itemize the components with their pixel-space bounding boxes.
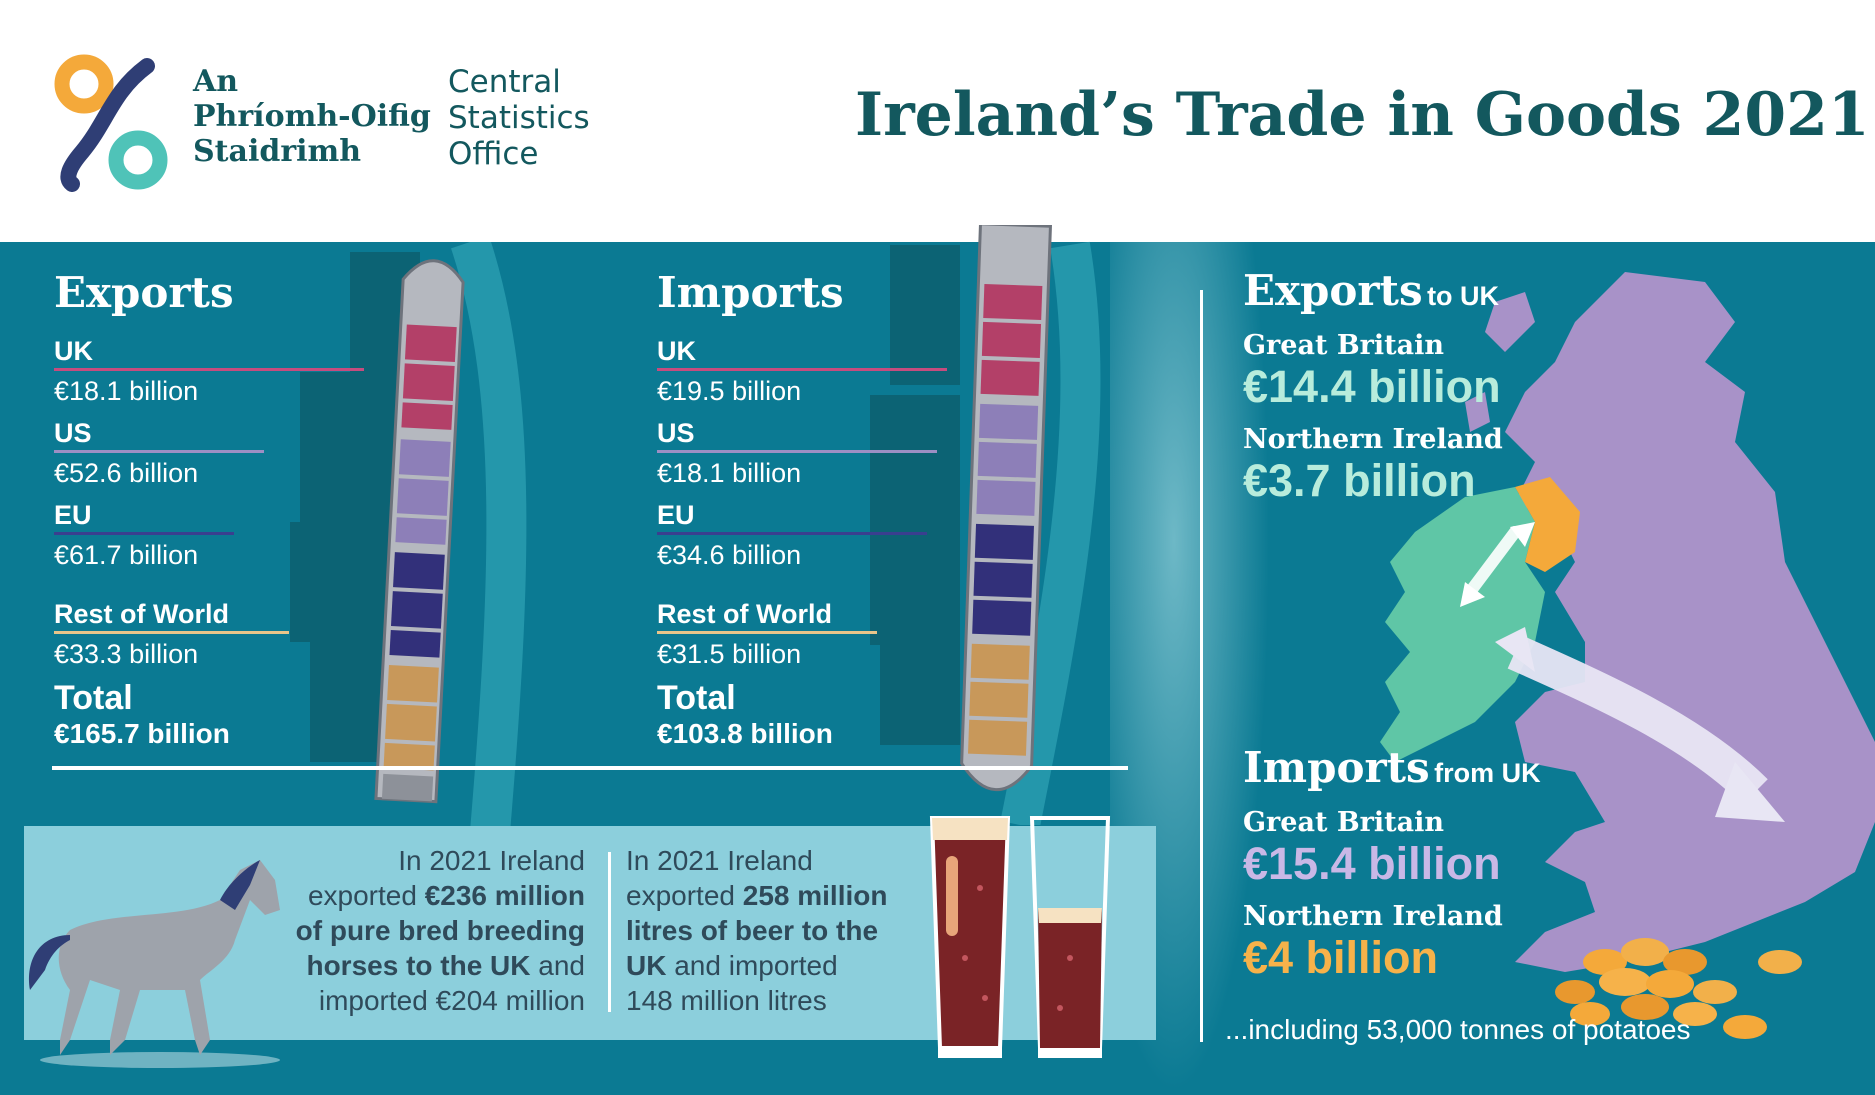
logo-english-text: Central Statistics Office — [448, 64, 590, 172]
imports-eu-value: €34.6 billion — [657, 540, 802, 570]
vertical-divider — [1200, 290, 1203, 1042]
uk-imports-gb-label: Great Britain — [1243, 807, 1444, 838]
uk-exports-ni-label: Northern Ireland — [1243, 424, 1503, 455]
uk-exports-heading: Exports to UK — [1243, 266, 1499, 315]
columns-baseline — [52, 766, 1128, 770]
uk-imports-suffix: from UK — [1434, 758, 1541, 788]
beer-line: In 2021 Ireland — [626, 845, 813, 876]
imports-us-label: US — [657, 418, 695, 448]
logo-irish-text: An Phríomh-Oifig Staidrimh — [193, 64, 431, 169]
imports-heading: Imports — [657, 268, 844, 317]
import-ship-icon — [870, 225, 1101, 825]
beer-text: exported — [626, 880, 743, 911]
horse-icon — [29, 860, 280, 1068]
panel-divider — [608, 852, 611, 1012]
beer-fact: In 2021 Ireland exported 258 million lit… — [626, 843, 926, 1018]
imports-uk-label: UK — [657, 336, 696, 366]
exports-total-value: €165.7 billion — [54, 718, 230, 749]
beer-highlight: 258 million — [742, 880, 888, 911]
horses-line: of pure bred breeding — [295, 913, 585, 948]
uk-exports-gb-label: Great Britain — [1243, 330, 1444, 361]
imports-total-value: €103.8 billion — [657, 718, 833, 749]
horses-highlight: horses to the UK — [306, 950, 531, 981]
exports-us-label: US — [54, 418, 92, 448]
imports-us-value: €18.1 billion — [657, 458, 802, 488]
uk-exports-suffix: to UK — [1427, 281, 1500, 311]
exports-total-label: Total — [54, 679, 133, 717]
horses-fact: In 2021 Ireland exported €236 million of… — [295, 843, 585, 1018]
uk-exports-gb-value: €14.4 billion — [1243, 361, 1501, 412]
logo-irish-line: An — [193, 64, 239, 99]
uk-imports-ni-value: €4 billion — [1243, 932, 1439, 983]
potatoes-note: ...including 53,000 tonnes of potatoes — [1225, 1014, 1691, 1045]
beer-text: and imported — [666, 950, 838, 981]
horses-line: horses to the UK and — [295, 948, 585, 983]
uk-ireland-map-icon — [1380, 272, 1875, 1039]
beer-highlight: litres of beer to the — [626, 915, 879, 946]
exports-eu-value: €61.7 billion — [54, 540, 199, 570]
logo-english-line: Statistics — [448, 100, 590, 136]
logo-irish-line: Staidrimh — [193, 134, 362, 169]
exports-uk-label: UK — [54, 336, 93, 366]
logo-irish-line: Phríomh-Oifig — [193, 99, 431, 134]
beer-highlight: UK — [626, 950, 667, 981]
exports-eu-line — [54, 532, 234, 535]
imports-row-value: €31.5 billion — [657, 639, 802, 669]
imports-eu-line — [657, 532, 927, 535]
export-ship-icon — [290, 242, 527, 832]
exports-row-line — [54, 631, 289, 634]
horses-line: exported €236 million — [295, 878, 585, 913]
imports-eu-label: EU — [657, 500, 695, 530]
imports-us-line — [657, 450, 937, 453]
beer-line: UK and imported — [626, 948, 926, 983]
horses-highlight: €236 million — [424, 880, 585, 911]
exports-heading: Exports — [54, 268, 234, 317]
horses-text: exported — [307, 880, 425, 911]
imports-row-label: Rest of World — [657, 599, 832, 629]
beer-line: 148 million litres — [626, 985, 827, 1016]
exports-us-value: €52.6 billion — [54, 458, 199, 488]
uk-exports-ni-value: €3.7 billion — [1243, 455, 1476, 506]
cso-logo-icon — [54, 54, 168, 192]
beer-glasses-icon — [929, 816, 1111, 1058]
uk-imports-gb-value: €15.4 billion — [1243, 838, 1501, 889]
exports-us-line — [54, 450, 264, 453]
horses-highlight: of pure bred breeding — [295, 915, 585, 946]
imports-row-line — [657, 631, 877, 634]
imports-uk-value: €19.5 billion — [657, 376, 802, 406]
exports-uk-value: €18.1 billion — [54, 376, 199, 406]
exports-row-label: Rest of World — [54, 599, 229, 629]
logo-english-line: Office — [448, 136, 539, 172]
horses-line: imported €204 million — [318, 985, 585, 1016]
horses-text: and — [530, 950, 585, 981]
horses-line: In 2021 Ireland — [398, 845, 585, 876]
beer-line: litres of beer to the — [626, 913, 926, 948]
imports-total-label: Total — [657, 679, 736, 717]
exports-eu-label: EU — [54, 500, 92, 530]
uk-imports-heading: Imports from UK — [1243, 743, 1541, 792]
exports-row-value: €33.3 billion — [54, 639, 199, 669]
uk-imports-heading-word: Imports — [1243, 743, 1430, 792]
imports-uk-line — [657, 368, 947, 371]
page-title: Ireland’s Trade in Goods 2021 — [855, 80, 1870, 150]
logo-english-line: Central — [448, 64, 561, 100]
beer-line: exported 258 million — [626, 878, 926, 913]
uk-imports-ni-label: Northern Ireland — [1243, 901, 1503, 932]
potatoes-icon — [1555, 938, 1802, 1039]
header: An Phríomh-Oifig Staidrimh Central Stati… — [0, 0, 1875, 242]
uk-exports-heading-word: Exports — [1243, 266, 1423, 315]
exports-uk-line — [54, 368, 364, 371]
